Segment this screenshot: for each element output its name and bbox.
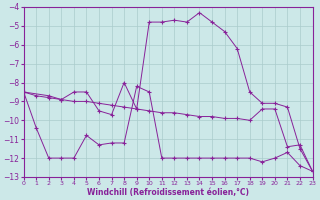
- X-axis label: Windchill (Refroidissement éolien,°C): Windchill (Refroidissement éolien,°C): [87, 188, 249, 197]
